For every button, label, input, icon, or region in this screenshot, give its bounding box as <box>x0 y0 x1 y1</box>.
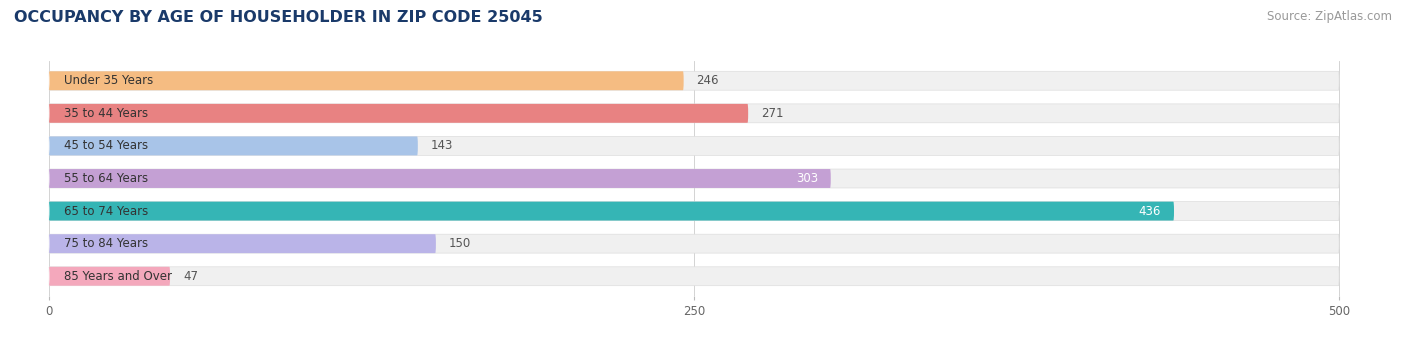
FancyBboxPatch shape <box>49 202 1174 221</box>
FancyBboxPatch shape <box>49 234 436 253</box>
Text: Source: ZipAtlas.com: Source: ZipAtlas.com <box>1267 10 1392 23</box>
Text: 436: 436 <box>1139 205 1161 218</box>
Text: 85 Years and Over: 85 Years and Over <box>65 270 173 283</box>
Text: 246: 246 <box>696 74 718 87</box>
FancyBboxPatch shape <box>49 267 1339 286</box>
Text: 303: 303 <box>796 172 818 185</box>
FancyBboxPatch shape <box>49 71 1339 90</box>
FancyBboxPatch shape <box>49 136 418 155</box>
FancyBboxPatch shape <box>49 104 748 123</box>
Text: Under 35 Years: Under 35 Years <box>65 74 153 87</box>
Text: 271: 271 <box>761 107 783 120</box>
Text: 75 to 84 Years: 75 to 84 Years <box>65 237 149 250</box>
Text: 35 to 44 Years: 35 to 44 Years <box>65 107 149 120</box>
Text: 47: 47 <box>183 270 198 283</box>
Text: 143: 143 <box>430 139 453 152</box>
FancyBboxPatch shape <box>49 234 1339 253</box>
Text: OCCUPANCY BY AGE OF HOUSEHOLDER IN ZIP CODE 25045: OCCUPANCY BY AGE OF HOUSEHOLDER IN ZIP C… <box>14 10 543 25</box>
FancyBboxPatch shape <box>49 169 1339 188</box>
FancyBboxPatch shape <box>49 202 1339 221</box>
Text: 65 to 74 Years: 65 to 74 Years <box>65 205 149 218</box>
Text: 55 to 64 Years: 55 to 64 Years <box>65 172 149 185</box>
FancyBboxPatch shape <box>49 71 683 90</box>
FancyBboxPatch shape <box>49 169 831 188</box>
Text: 45 to 54 Years: 45 to 54 Years <box>65 139 149 152</box>
FancyBboxPatch shape <box>49 267 170 286</box>
FancyBboxPatch shape <box>49 136 1339 155</box>
FancyBboxPatch shape <box>49 104 1339 123</box>
Text: 150: 150 <box>449 237 471 250</box>
